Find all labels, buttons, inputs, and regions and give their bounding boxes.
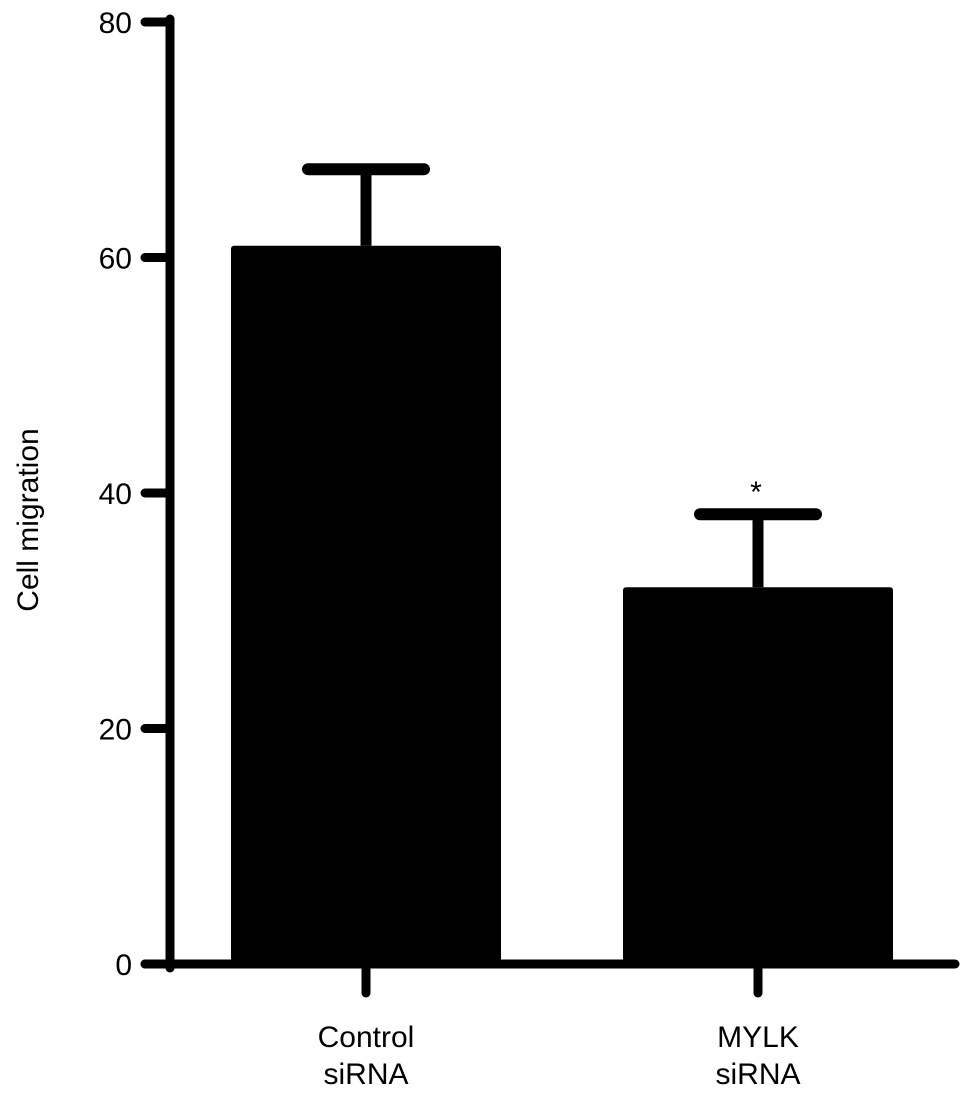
y-tick-label-60: 60	[99, 243, 132, 276]
axes-layer	[140, 14, 960, 998]
y-tick-label-0: 0	[115, 949, 132, 982]
y-axis-label: Cell migration	[12, 428, 45, 611]
x-category-label-2-line-1: MYLK	[717, 1021, 799, 1054]
x-category-label-1: Control siRNA	[318, 1021, 415, 1091]
bar-2	[623, 587, 893, 964]
bars-layer	[231, 245, 893, 965]
y-tick-label-20: 20	[99, 714, 132, 747]
y-tick-label-80: 80	[99, 7, 132, 40]
x-category-label-2: MYLK siRNA	[715, 1021, 800, 1091]
x-category-label-1-line-1: Control	[318, 1021, 415, 1054]
x-category-label-1-line-2: siRNA	[323, 1058, 408, 1091]
bar-1	[231, 245, 501, 965]
labels-layer: * 0 20 40 60 80 Control siRNA MYLK siRNA	[99, 7, 801, 1091]
significance-marker-2: *	[750, 476, 762, 509]
error-bars-layer	[302, 163, 822, 588]
y-tick-label-40: 40	[99, 478, 132, 511]
x-category-label-2-line-2: siRNA	[715, 1058, 800, 1091]
